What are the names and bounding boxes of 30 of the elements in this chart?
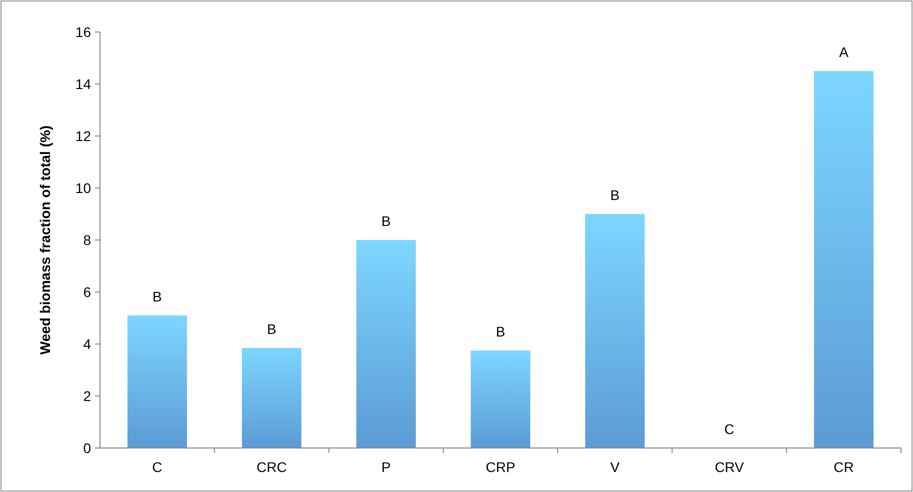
annotation: C [724,421,734,437]
y-tick-label: 2 [83,388,92,404]
bar [356,240,416,448]
x-tick-label: P [381,459,391,475]
annotation: B [152,288,162,304]
y-tick-label: 4 [83,336,92,352]
annotation: B [496,324,506,340]
x-tick-label: C [152,459,162,475]
x-tick-label: CRV [714,459,745,475]
bar [585,214,645,448]
y-tick-label: 6 [83,284,92,300]
annotation: B [610,187,620,203]
x-tick-label: V [610,459,620,475]
x-tick-label: CR [834,459,854,475]
x-tick-label: CRP [486,459,516,475]
annotation: A [839,44,850,60]
y-tick-label: 0 [83,440,92,456]
annotation: B [381,213,391,229]
y-tick-label: 14 [75,76,92,92]
bar [242,348,302,448]
bar [814,71,874,448]
bar [127,315,187,448]
y-tick-label: 12 [75,128,92,144]
x-tick-label: CRC [256,459,287,475]
annotation: B [266,320,276,337]
y-tick-label: 16 [75,24,92,40]
y-tick-label: 8 [83,232,92,248]
bar [470,350,530,448]
y-tick-label: 10 [75,180,92,196]
y-axis-title: Weed biomass fraction of total (%) [37,125,53,355]
